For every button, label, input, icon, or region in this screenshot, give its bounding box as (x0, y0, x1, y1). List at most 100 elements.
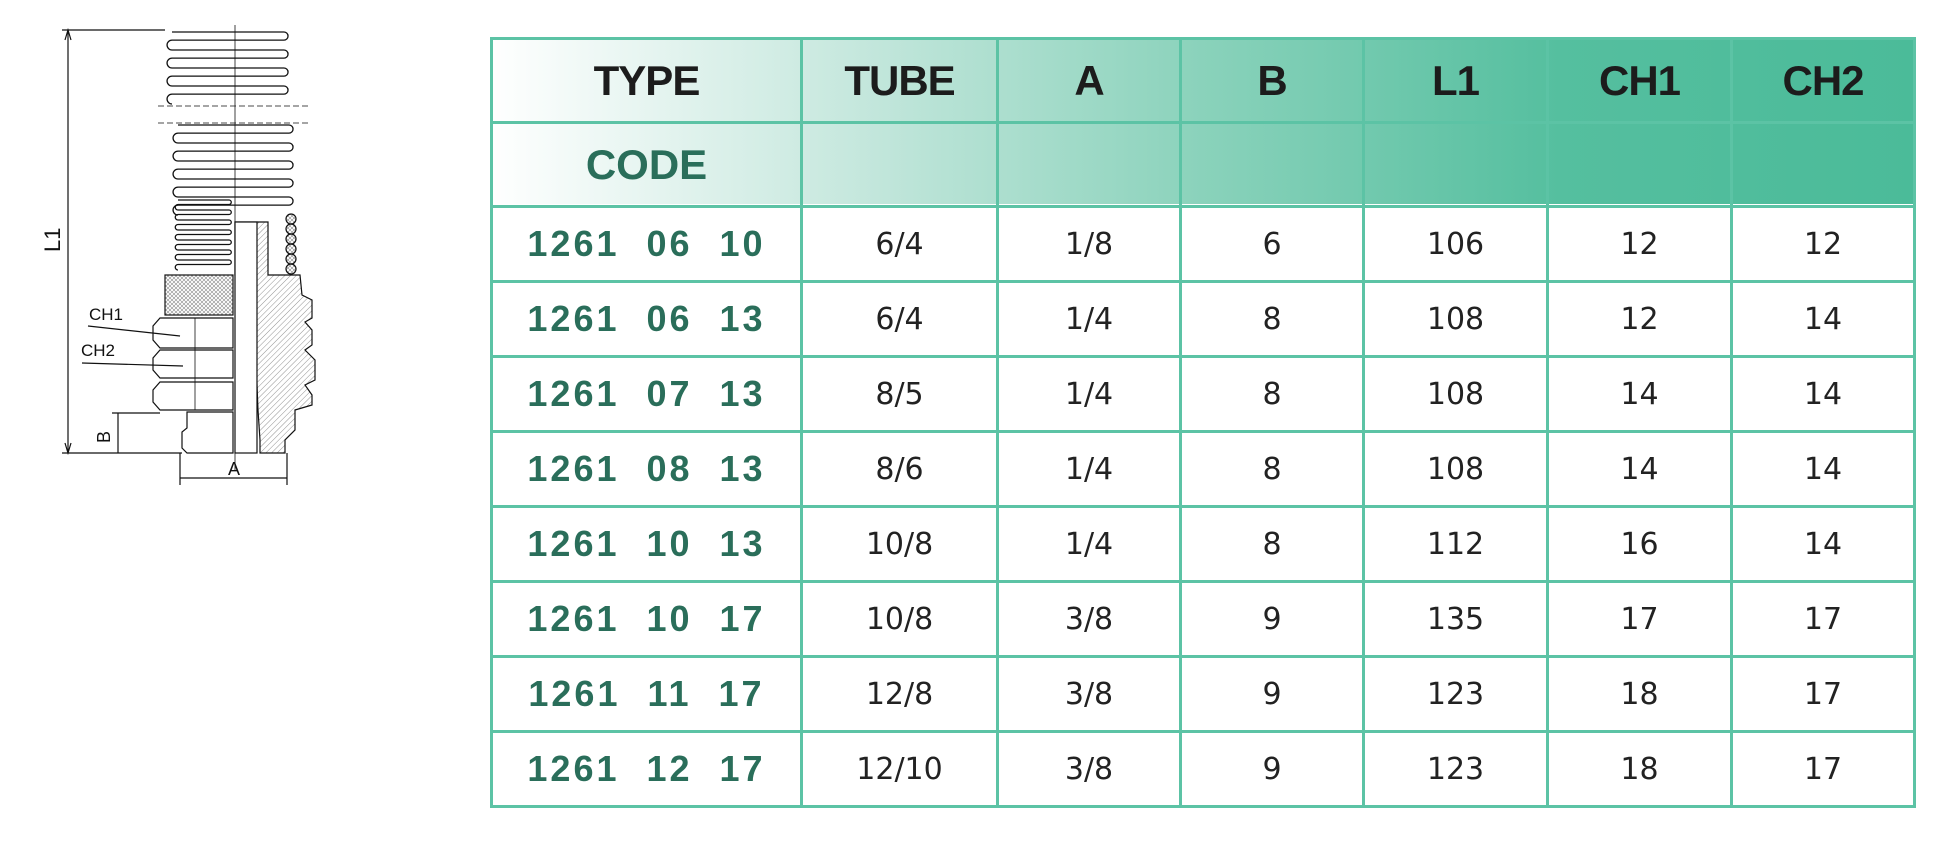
cell-tube: 6/4 (800, 205, 999, 283)
header-ch1: CH1 (1546, 37, 1733, 124)
cell-ch1: 16 (1546, 505, 1733, 583)
cell-ch1: 14 (1546, 430, 1733, 508)
cell-ch1: 18 (1546, 655, 1733, 733)
cell-code: 1261 06 10 (490, 205, 803, 283)
cell-code: 1261 11 17 (490, 655, 803, 733)
table-row: 1261 06 10 6/4 1/8 6 106 12 12 (490, 205, 1916, 283)
l1-label: L1 (40, 228, 65, 252)
spring-coil (172, 142, 294, 162)
cell-code: 1261 12 17 (490, 730, 803, 808)
ch2-nut (152, 349, 234, 379)
cell-code: 1261 10 17 (490, 580, 803, 658)
cell-ch2: 14 (1730, 430, 1916, 508)
cell-tube: 8/6 (800, 430, 999, 508)
cell-code: 1261 07 13 (490, 355, 803, 433)
cell-tube: 6/4 (800, 280, 999, 358)
header-empty (1362, 121, 1549, 208)
ch1-nut (152, 317, 234, 349)
cell-ch1: 18 (1546, 730, 1733, 808)
cell-ch1: 12 (1546, 205, 1733, 283)
cell-l1: 123 (1362, 655, 1549, 733)
table-row: 1261 10 13 10/8 1/4 8 112 16 14 (490, 505, 1916, 583)
fitting-technical-drawing: L1 CH1 CH2 B A (40, 25, 316, 485)
knurled-sleeve (164, 274, 234, 316)
header-empty (996, 121, 1182, 208)
cell-l1: 123 (1362, 730, 1549, 808)
cell-a: 1/4 (996, 505, 1182, 583)
header-ch2: CH2 (1730, 37, 1916, 124)
cell-tube: 10/8 (800, 580, 999, 658)
spring-coil (174, 259, 232, 271)
cell-ch2: 14 (1730, 505, 1916, 583)
cell-l1: 135 (1362, 580, 1549, 658)
cell-code: 1261 06 13 (490, 280, 803, 358)
header-type: TYPE (490, 37, 803, 124)
header-a: A (996, 37, 1182, 124)
header-empty (1730, 121, 1916, 208)
header-tube: TUBE (800, 37, 999, 124)
cell-a: 1/8 (996, 205, 1182, 283)
header-empty (1546, 121, 1733, 208)
spring-coil (174, 249, 232, 261)
table-row: 1261 11 17 12/8 3/8 9 123 18 17 (490, 655, 1916, 733)
cell-b: 6 (1179, 205, 1365, 283)
spring-coil (172, 196, 294, 216)
table-row: 1261 07 13 8/5 1/4 8 108 14 14 (490, 355, 1916, 433)
cell-a: 3/8 (996, 655, 1182, 733)
table-row: 1261 06 13 6/4 1/4 8 108 12 14 (490, 280, 1916, 358)
a-label: A (228, 459, 240, 479)
cell-tube: 10/8 (800, 505, 999, 583)
cell-code: 1261 08 13 (490, 430, 803, 508)
cell-b: 8 (1179, 280, 1365, 358)
cell-l1: 106 (1362, 205, 1549, 283)
cell-ch1: 14 (1546, 355, 1733, 433)
cell-ch2: 17 (1730, 580, 1916, 658)
specification-table: TYPE TUBE A B L1 CH1 CH2 CODE 1261 06 10… (490, 37, 1916, 808)
cell-ch2: 14 (1730, 280, 1916, 358)
cell-l1: 112 (1362, 505, 1549, 583)
cell-a: 3/8 (996, 730, 1182, 808)
cell-tube: 12/10 (800, 730, 999, 808)
spring-coil (174, 209, 232, 221)
cell-code: 1261 10 13 (490, 505, 803, 583)
header-code: CODE (490, 121, 803, 208)
spring-coil (174, 219, 232, 231)
cell-b: 9 (1179, 655, 1365, 733)
cell-tube: 12/8 (800, 655, 999, 733)
cell-ch2: 12 (1730, 205, 1916, 283)
cell-b: 9 (1179, 730, 1365, 808)
spring-coil (174, 199, 232, 211)
cell-tube: 8/5 (800, 355, 999, 433)
thread-end (181, 411, 234, 454)
header-empty (1179, 121, 1365, 208)
b-label: B (94, 431, 114, 443)
table-row: 1261 08 13 8/6 1/4 8 108 14 14 (490, 430, 1916, 508)
spring-coil (174, 239, 232, 251)
ch1-label: CH1 (89, 305, 123, 324)
table-row: 1261 10 17 10/8 3/8 9 135 17 17 (490, 580, 1916, 658)
cell-a: 3/8 (996, 580, 1182, 658)
spring-coils (166, 31, 294, 271)
cell-a: 1/4 (996, 430, 1182, 508)
spring-coil (172, 178, 294, 198)
cell-a: 1/4 (996, 280, 1182, 358)
cell-b: 8 (1179, 505, 1365, 583)
cell-ch2: 14 (1730, 355, 1916, 433)
cell-ch1: 12 (1546, 280, 1733, 358)
cell-ch2: 17 (1730, 655, 1916, 733)
header-b: B (1179, 37, 1365, 124)
spring-coil (172, 124, 294, 144)
header-l1: L1 (1362, 37, 1549, 124)
braid-balls (285, 213, 297, 275)
cell-l1: 108 (1362, 280, 1549, 358)
cell-b: 8 (1179, 430, 1365, 508)
cell-l1: 108 (1362, 355, 1549, 433)
spring-coil (174, 229, 232, 241)
spring-coil (166, 49, 289, 69)
lower-nut (152, 381, 234, 411)
section-body (234, 221, 316, 454)
cell-b: 9 (1179, 580, 1365, 658)
spring-coil (172, 160, 294, 180)
spring-coil (166, 67, 289, 87)
table-row: 1261 12 17 12/10 3/8 9 123 18 17 (490, 730, 1916, 808)
